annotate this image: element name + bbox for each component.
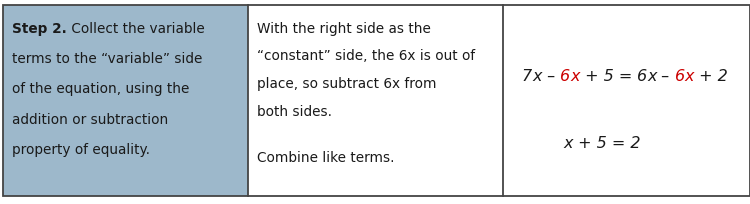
FancyBboxPatch shape bbox=[248, 6, 503, 196]
Text: –: – bbox=[656, 69, 675, 84]
FancyBboxPatch shape bbox=[503, 6, 750, 196]
Text: x: x bbox=[570, 69, 580, 84]
Text: + 2: + 2 bbox=[694, 69, 728, 84]
Text: x: x bbox=[647, 69, 656, 84]
Text: 6: 6 bbox=[675, 69, 685, 84]
Text: + 5 =: + 5 = bbox=[580, 69, 637, 84]
Text: x: x bbox=[563, 135, 573, 150]
Text: Combine like terms.: Combine like terms. bbox=[257, 150, 394, 164]
FancyBboxPatch shape bbox=[3, 6, 248, 196]
Text: Step 2.: Step 2. bbox=[12, 21, 67, 35]
Text: “constant” side, the 6x is out of: “constant” side, the 6x is out of bbox=[257, 49, 476, 63]
Text: property of equality.: property of equality. bbox=[12, 142, 150, 156]
Text: both sides.: both sides. bbox=[257, 104, 332, 118]
Text: With the right side as the: With the right side as the bbox=[257, 21, 431, 35]
Text: terms to the “variable” side: terms to the “variable” side bbox=[12, 52, 202, 65]
Text: of the equation, using the: of the equation, using the bbox=[12, 82, 189, 96]
Text: x: x bbox=[685, 69, 694, 84]
Text: 7: 7 bbox=[522, 69, 532, 84]
Text: –: – bbox=[542, 69, 560, 84]
Text: + 5 = 2: + 5 = 2 bbox=[573, 135, 640, 150]
Text: 6: 6 bbox=[637, 69, 647, 84]
Text: 6: 6 bbox=[560, 69, 570, 84]
Text: Collect the variable: Collect the variable bbox=[67, 21, 205, 35]
Text: x: x bbox=[532, 69, 542, 84]
Text: place, so subtract 6x from: place, so subtract 6x from bbox=[257, 76, 436, 90]
Text: addition or subtraction: addition or subtraction bbox=[12, 112, 168, 126]
